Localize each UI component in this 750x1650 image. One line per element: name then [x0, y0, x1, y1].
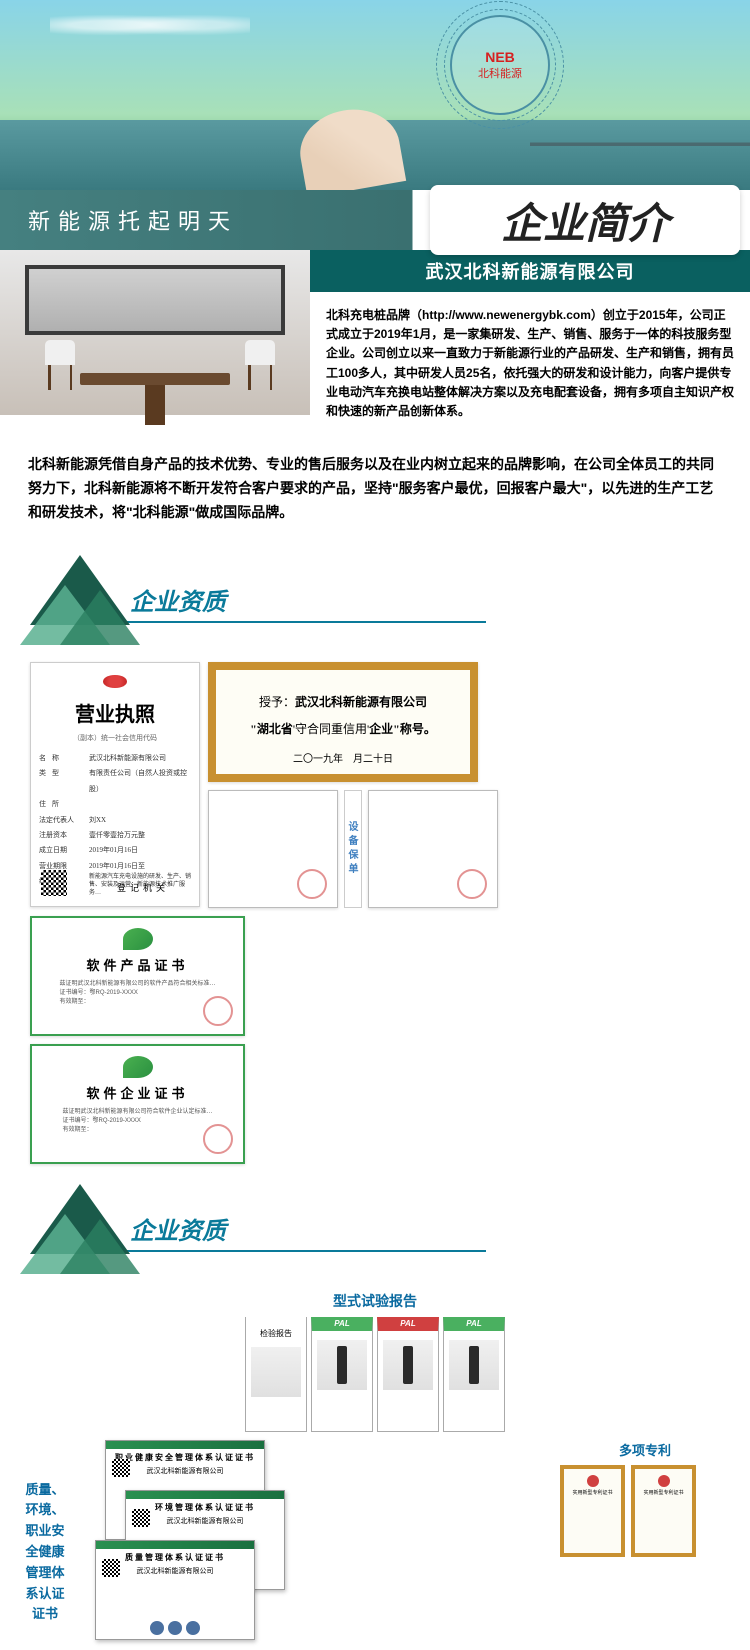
- iso-9001-cert: 质量管理体系认证证书武汉北科新能源有限公司: [95, 1540, 255, 1640]
- license-subtitle: （副本）统一社会信用代码: [73, 733, 157, 743]
- ip-certificate-1: [208, 790, 338, 908]
- clouds-decoration: [50, 10, 250, 40]
- slogan-bar: 新能源托起明天 企业简介: [0, 190, 750, 250]
- award-honor-line: "湖北省'守合同重信用'企业"称号。: [250, 720, 436, 737]
- test-report-2: PAL: [311, 1317, 373, 1432]
- patent-certificate-1: 实用新型专利证书: [560, 1465, 625, 1557]
- bridge-decoration: [530, 125, 750, 160]
- test-report-header: 型式试验报告: [245, 1291, 505, 1311]
- company-row: 武汉北科新能源有限公司 北科充电桩品牌（http://www.newenergy…: [0, 250, 750, 435]
- seal-icon: [203, 1124, 233, 1154]
- seal-icon: [203, 996, 233, 1026]
- sw-enterprise-title: 软件企业证书: [86, 1083, 188, 1102]
- iso-certificates-stack: 职业健康安全管理体系认证证书武汉北科新能源有限公司 环境管理体系认证证书武汉北科…: [85, 1440, 285, 1630]
- commitment-text: 北科新能源凭借自身产品的技术优势、专业的售后服务以及在业内树立起来的品牌影响，在…: [0, 435, 750, 534]
- slogan-text: 新能源托起明天: [0, 204, 238, 236]
- license-authority: 登记机关: [117, 881, 169, 894]
- bottom-certificates: 质量、环境、职业安全健康管理体系认证证书 职业健康安全管理体系认证证书武汉北科新…: [0, 1432, 750, 1650]
- hbsia-logo-icon: [123, 1056, 153, 1078]
- patents-header: 多项专利: [560, 1440, 730, 1459]
- ip-certificate-2: [368, 790, 498, 908]
- software-enterprise-certificate: 软件企业证书 兹证明武汉北科新能源有限公司符合软件企业认定标准…证书编号：鄂RQ…: [30, 1044, 245, 1164]
- test-report-3: PAL: [377, 1317, 439, 1432]
- neb-logo: NEB 北科能源: [450, 15, 550, 115]
- qualifications-header-2: 企业资质: [20, 1184, 750, 1279]
- certificates-row-1: 营业执照 （副本）统一社会信用代码 名称武汉北科新能源有限公司 类型有限责任公司…: [0, 662, 750, 1164]
- business-license: 营业执照 （副本）统一社会信用代码 名称武汉北科新能源有限公司 类型有限责任公司…: [30, 662, 200, 907]
- logo-main-text: NEB: [485, 49, 515, 65]
- equipment-insurance-label: 设备保单: [344, 790, 362, 908]
- test-report-1: 检验报告: [245, 1317, 307, 1432]
- qr-code-icon: [41, 870, 67, 896]
- hero-banner: NEB 北科能源: [0, 0, 750, 190]
- credit-award-certificate: 授予：武汉北科新能源有限公司 "湖北省'守合同重信用'企业"称号。 二〇一九年 …: [208, 662, 478, 782]
- patents-column: 多项专利 实用新型专利证书 实用新型专利证书: [560, 1440, 730, 1557]
- hbsia-logo-icon: [123, 928, 153, 950]
- quality-system-label: 质量、环境、职业安全健康管理体系认证证书: [20, 1480, 70, 1626]
- license-title: 营业执照: [75, 698, 155, 727]
- triangle-icon: [20, 555, 130, 650]
- company-title: 武汉北科新能源有限公司: [310, 250, 750, 292]
- section-title-1: 企业资质: [122, 582, 486, 623]
- logo-sub-text: 北科能源: [478, 65, 522, 81]
- section-title-2: 企业资质: [122, 1211, 486, 1252]
- software-product-certificate: 软件产品证书 兹证明武汉北科新能源有限公司的软件产品符合相关标准…证书编号：鄂R…: [30, 916, 245, 1036]
- intro-badge: 企业简介: [430, 185, 740, 255]
- company-description: 北科充电桩品牌（http://www.newenergybk.com）创立于20…: [310, 292, 750, 435]
- sw-product-title: 软件产品证书: [86, 955, 188, 974]
- national-emblem-icon: [103, 675, 127, 688]
- office-photo: [0, 250, 310, 415]
- company-info: 武汉北科新能源有限公司 北科充电桩品牌（http://www.newenergy…: [310, 250, 750, 435]
- patent-certificate-2: 实用新型专利证书: [631, 1465, 696, 1557]
- award-grant-line: 授予：武汉北科新能源有限公司: [259, 693, 427, 710]
- award-date: 二〇一九年 月二十日: [293, 750, 393, 765]
- test-reports-row: 检验报告 PAL PAL PAL: [245, 1317, 505, 1432]
- test-report-4: PAL: [443, 1317, 505, 1432]
- triangle-icon: [20, 1184, 130, 1279]
- qualifications-header-1: 企业资质: [20, 555, 750, 650]
- hand-decoration: [294, 102, 406, 190]
